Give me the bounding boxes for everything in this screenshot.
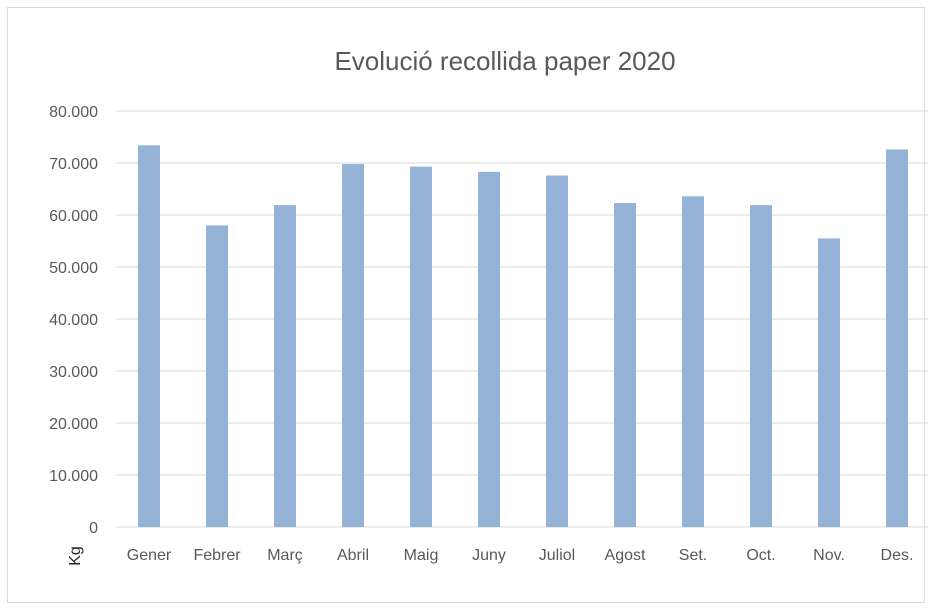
y-axis-ticks: 0 10.000 20.000 30.000 40.000 50.000 60.000 70.… [49, 104, 98, 537]
bars [138, 145, 908, 528]
x-tick-label: Març [267, 547, 303, 564]
y-tick-label: 10.000 [49, 468, 98, 485]
bar-oct [750, 205, 772, 527]
bar-gener [138, 145, 160, 527]
x-tick-label: Juny [472, 547, 506, 564]
bar-juliol [546, 175, 568, 528]
bar-abril [342, 164, 364, 528]
x-tick-label: Juliol [539, 547, 575, 564]
bar-maig [410, 166, 432, 527]
bar-set [682, 196, 704, 527]
y-tick-label: 40.000 [49, 312, 98, 329]
bar-juny [478, 171, 500, 527]
bar-febrer [206, 225, 228, 527]
y-tick-label: 0 [89, 520, 98, 537]
y-axis-label: Kg [67, 546, 84, 566]
y-tick-label: 50.000 [49, 260, 98, 277]
bar-nov [818, 238, 840, 527]
chart-title: Evolució recollida paper 2020 [334, 46, 675, 76]
x-axis-ticks: Gener Febrer Març Abril Maig Juny Juliol Agost S… [127, 547, 914, 564]
x-tick-label: Oct. [746, 547, 775, 564]
x-tick-label: Nov. [813, 547, 845, 564]
y-tick-label: 60.000 [49, 208, 98, 225]
y-tick-label: 20.000 [49, 416, 98, 433]
x-tick-label: Agost [605, 547, 646, 564]
x-tick-label: Abril [337, 547, 369, 564]
y-tick-label: 70.000 [49, 156, 98, 173]
x-tick-label: Maig [404, 547, 439, 564]
x-tick-label: Des. [881, 547, 914, 564]
y-tick-label: 80.000 [49, 104, 98, 121]
bar-agost [614, 203, 636, 528]
x-tick-label: Gener [127, 547, 172, 564]
x-tick-label: Set. [679, 547, 707, 564]
x-tick-label: Febrer [193, 547, 241, 564]
bar-març [274, 205, 296, 527]
y-tick-label: 30.000 [49, 364, 98, 381]
bar-des [886, 149, 908, 528]
gridlines [116, 110, 928, 528]
